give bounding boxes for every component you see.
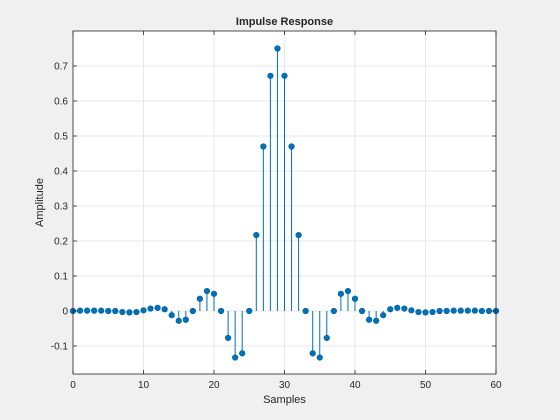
stem-marker [133,308,140,316]
stem-marker [112,307,119,315]
stem-marker [168,312,175,319]
y-tick-label: 0.6 [54,97,68,108]
stem-marker [387,306,394,313]
x-tick-label: 20 [208,380,220,391]
stem-marker [330,307,337,315]
stem-marker [422,309,429,316]
stem-marker [457,307,464,314]
stem-marker [358,307,366,315]
stem-marker [196,295,203,302]
stem-marker [260,143,267,150]
stem-marker [154,304,161,311]
y-axis-label: Amplitude [34,178,46,227]
stem-marker [485,307,493,315]
stem-marker [351,295,359,302]
stem-marker [83,307,91,314]
stem-marker [464,307,471,314]
stem-marker [105,307,112,315]
y-tick-label: 0.5 [54,132,68,143]
stem-marker [267,72,274,79]
x-tick-label: 30 [279,380,291,391]
x-tick-label: 60 [490,380,502,391]
x-tick-label: 50 [420,380,432,391]
stem-marker [295,231,302,239]
stem-marker [309,350,316,357]
stem-marker [281,72,288,79]
y-tick-label: 0.2 [54,237,68,248]
y-tick-label: 0.7 [54,62,68,73]
stem-marker [91,307,98,314]
stem-series [69,45,500,361]
stem-marker [436,307,443,315]
stem-marker [380,312,387,319]
stem-marker [478,307,486,315]
stem-marker [408,307,415,314]
x-tick-label: 10 [138,380,150,391]
stem-marker [189,307,196,315]
stem-marker [119,308,126,316]
stem-marker [140,307,147,314]
stem-marker [232,354,239,361]
stem-marker [203,287,211,295]
axis-ticks: 0 10 20 30 40 50 60 -0.1 0 0.1 0.2 0.3 0.4 0.5 0.6 0.7 [51,31,502,391]
stem-marker [443,307,450,315]
x-axis-label: Samples [263,394,306,406]
stem-marker [175,317,182,324]
stem-marker [76,307,84,314]
y-tick-label: 0 [62,307,68,318]
stem-marker [302,307,309,315]
stem-marker [288,143,295,150]
stem-marker [210,290,218,297]
y-tick-label: -0.1 [51,342,69,353]
stem-marker [246,307,253,315]
stem-marker [323,334,330,342]
stem-marker [225,334,232,342]
y-tick-label: 0.1 [54,272,68,283]
y-tick-label: 0.4 [54,167,68,178]
stem-marker [471,307,478,314]
stem-marker [161,306,168,313]
stem-marker [450,307,457,314]
stem-marker [429,308,436,316]
stem-marker [98,307,105,314]
stem-marker [253,231,260,239]
stem-marker [147,305,154,312]
stem-marker [217,307,225,315]
stem-marker [316,354,323,361]
stem-marker [366,316,373,323]
stem-marker [182,316,189,323]
stem-marker [344,287,352,295]
stem-marker [415,308,422,316]
x-tick-label: 0 [70,380,76,391]
x-tick-label: 40 [349,380,361,391]
stem-marker [337,290,345,297]
stem-marker [274,45,281,52]
stem-marker [401,305,408,312]
chart-title: Impulse Response [236,16,333,28]
stem-marker [373,317,380,324]
stem-marker [126,309,133,316]
stem-marker [239,350,246,357]
y-tick-label: 0.3 [54,202,68,213]
stem-marker [394,304,401,311]
